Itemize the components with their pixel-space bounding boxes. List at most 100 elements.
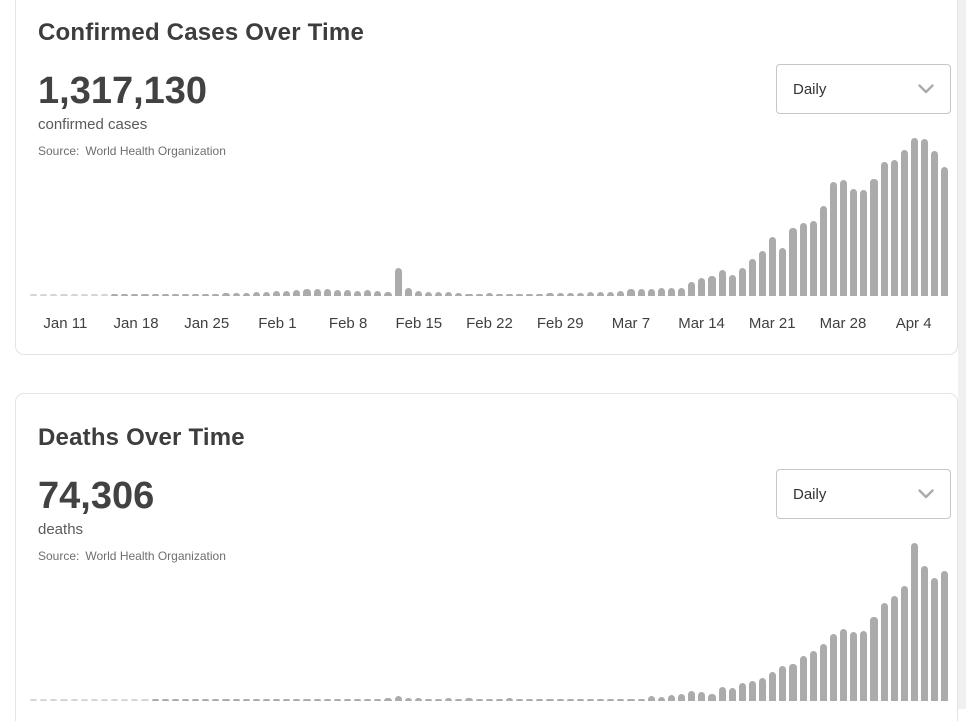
chart-bar[interactable] [435, 699, 443, 701]
chart-bar[interactable] [141, 294, 149, 296]
chart-bar[interactable] [445, 292, 453, 296]
chart-bar[interactable] [880, 603, 888, 701]
chart-bar[interactable] [576, 293, 584, 296]
chart-bar[interactable] [100, 699, 108, 701]
chart-bar[interactable] [455, 293, 463, 296]
chart-bar[interactable] [678, 288, 686, 296]
chart-bar[interactable] [759, 678, 767, 701]
chart-bar[interactable] [293, 699, 301, 701]
chart-bar[interactable] [111, 699, 119, 701]
chart-bar[interactable] [111, 294, 119, 296]
chart-bar[interactable] [404, 288, 412, 296]
chart-bar[interactable] [910, 138, 918, 296]
chart-bar[interactable] [789, 228, 797, 296]
chart-bar[interactable] [384, 292, 392, 296]
chart-bar[interactable] [60, 294, 68, 296]
chart-bar[interactable] [485, 699, 493, 701]
chart-bar[interactable] [495, 294, 503, 296]
chart-bar[interactable] [181, 294, 189, 296]
chart-bar[interactable] [505, 294, 513, 296]
chart-bar[interactable] [536, 699, 544, 701]
chart-bar[interactable] [748, 681, 756, 701]
chart-bar[interactable] [40, 294, 48, 296]
chart-bar[interactable] [617, 699, 625, 701]
chart-bar[interactable] [769, 672, 777, 701]
chart-bar[interactable] [667, 695, 675, 701]
chart-bar[interactable] [283, 699, 291, 701]
chart-bar[interactable] [30, 699, 38, 701]
chart-bar[interactable] [505, 698, 513, 701]
chart-bar[interactable] [151, 294, 159, 296]
chart-bar[interactable] [708, 694, 716, 701]
chart-bar[interactable] [748, 259, 756, 296]
chart-bar[interactable] [252, 699, 260, 701]
chart-bar[interactable] [192, 294, 200, 296]
chart-bar[interactable] [141, 699, 149, 701]
chart-bar[interactable] [900, 150, 908, 296]
interval-dropdown[interactable]: Daily [776, 469, 951, 519]
chart-bar[interactable] [728, 688, 736, 701]
chart-bar[interactable] [445, 698, 453, 701]
chart-bar[interactable] [303, 699, 311, 701]
chart-bar[interactable] [657, 288, 665, 296]
chart-bar[interactable] [607, 699, 615, 701]
chart-bar[interactable] [678, 694, 686, 701]
chart-bar[interactable] [323, 699, 331, 701]
chart-bar[interactable] [455, 699, 463, 701]
chart-bar[interactable] [840, 629, 848, 701]
chart-bar[interactable] [526, 294, 534, 296]
chart-bar[interactable] [637, 699, 645, 701]
chart-bar[interactable] [688, 691, 696, 701]
chart-bar[interactable] [941, 571, 949, 701]
chart-bar[interactable] [354, 699, 362, 701]
chart-bar[interactable] [435, 292, 443, 296]
chart-bar[interactable] [617, 291, 625, 296]
chart-bar[interactable] [647, 696, 655, 701]
chart-bar[interactable] [799, 656, 807, 701]
chart-bar[interactable] [202, 699, 210, 701]
chart-bar[interactable] [313, 289, 321, 296]
chart-bar[interactable] [50, 294, 58, 296]
chart-bar[interactable] [475, 294, 483, 296]
chart-bar[interactable] [738, 683, 746, 701]
chart-bar[interactable] [708, 276, 716, 296]
chart-bar[interactable] [819, 644, 827, 701]
chart-bar[interactable] [718, 687, 726, 701]
chart-bar[interactable] [586, 699, 594, 701]
chart-bar[interactable] [840, 180, 848, 296]
chart-bar[interactable] [860, 631, 868, 701]
chart-bar[interactable] [556, 699, 564, 701]
chart-bar[interactable] [313, 699, 321, 701]
chart-bar[interactable] [121, 699, 129, 701]
chart-bar[interactable] [283, 291, 291, 296]
chart-bar[interactable] [556, 293, 564, 296]
chart-bar[interactable] [698, 278, 706, 296]
chart-bar[interactable] [516, 294, 524, 296]
chart-bar[interactable] [688, 282, 696, 296]
chart-bar[interactable] [546, 293, 554, 296]
chart-bar[interactable] [910, 543, 918, 701]
chart-bar[interactable] [424, 699, 432, 701]
chart-bar[interactable] [394, 268, 402, 296]
chart-bar[interactable] [414, 698, 422, 701]
chart-bar[interactable] [829, 634, 837, 701]
chart-bar[interactable] [779, 666, 787, 701]
chart-bar[interactable] [516, 699, 524, 701]
chart-bar[interactable] [698, 692, 706, 701]
chart-bar[interactable] [30, 294, 38, 296]
chart-bar[interactable] [262, 699, 270, 701]
chart-bar[interactable] [80, 294, 88, 296]
chart-bar[interactable] [414, 291, 422, 296]
chart-bar[interactable] [171, 294, 179, 296]
chart-bar[interactable] [343, 290, 351, 296]
chart-bar[interactable] [222, 293, 230, 296]
chart-bar[interactable] [597, 699, 605, 701]
chart-bar[interactable] [242, 293, 250, 296]
chart-bar[interactable] [495, 699, 503, 701]
chart-bar[interactable] [50, 699, 58, 701]
chart-bar[interactable] [789, 664, 797, 701]
chart-bar[interactable] [161, 294, 169, 296]
chart-bar[interactable] [465, 698, 473, 701]
chart-bar[interactable] [80, 699, 88, 701]
chart-bar[interactable] [121, 294, 129, 296]
